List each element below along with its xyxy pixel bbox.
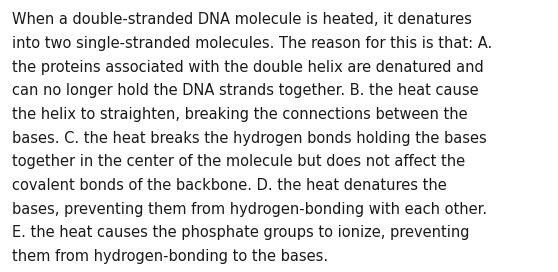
- Text: can no longer hold the DNA strands together. B. the heat cause: can no longer hold the DNA strands toget…: [12, 83, 479, 98]
- Text: into two single-stranded molecules. The reason for this is that: A.: into two single-stranded molecules. The …: [12, 36, 493, 51]
- Text: When a double-stranded DNA molecule is heated, it denatures: When a double-stranded DNA molecule is h…: [12, 12, 472, 27]
- Text: the helix to straighten, breaking the connections between the: the helix to straighten, breaking the co…: [12, 107, 468, 122]
- Text: bases. C. the heat breaks the hydrogen bonds holding the bases: bases. C. the heat breaks the hydrogen b…: [12, 131, 487, 146]
- Text: the proteins associated with the double helix are denatured and: the proteins associated with the double …: [12, 60, 484, 75]
- Text: together in the center of the molecule but does not affect the: together in the center of the molecule b…: [12, 154, 465, 169]
- Text: E. the heat causes the phosphate groups to ionize, preventing: E. the heat causes the phosphate groups …: [12, 225, 470, 240]
- Text: bases, preventing them from hydrogen-bonding with each other.: bases, preventing them from hydrogen-bon…: [12, 202, 487, 217]
- Text: covalent bonds of the backbone. D. the heat denatures the: covalent bonds of the backbone. D. the h…: [12, 178, 447, 193]
- Text: them from hydrogen-bonding to the bases.: them from hydrogen-bonding to the bases.: [12, 249, 329, 264]
